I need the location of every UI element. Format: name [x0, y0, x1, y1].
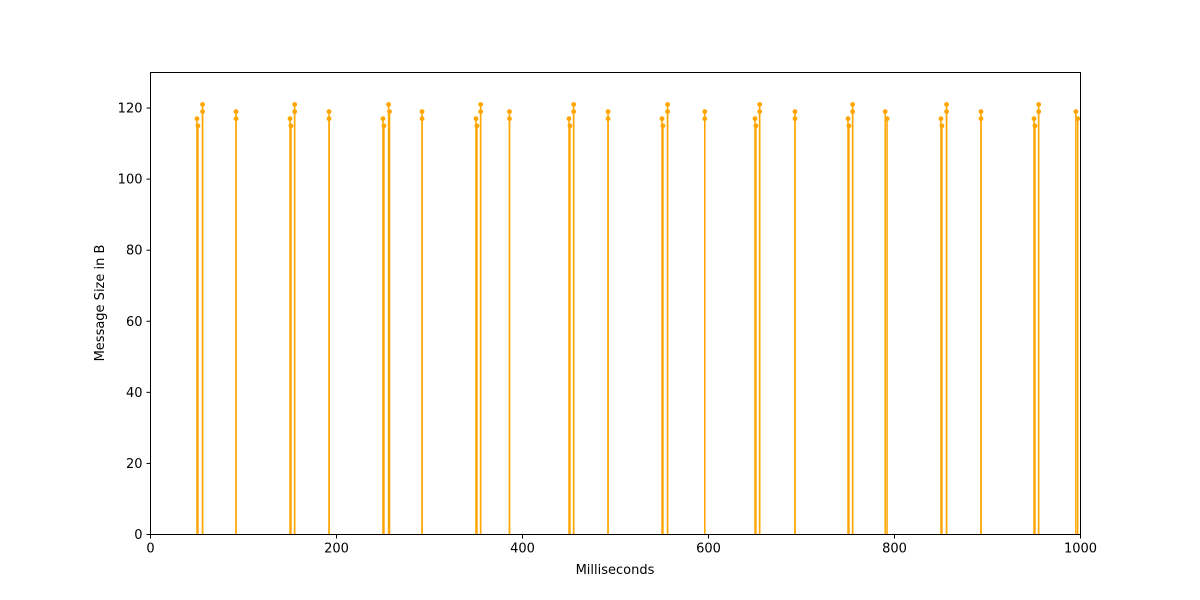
- stem-marker: [292, 109, 298, 114]
- stem-marker: [419, 116, 425, 122]
- y-tick-label: 60: [126, 315, 143, 330]
- stem-marker: [233, 109, 239, 114]
- x-tick-label: 800: [882, 542, 907, 557]
- stem-marker: [792, 116, 798, 122]
- stem-marker: [753, 123, 759, 129]
- stem-marker: [792, 109, 798, 114]
- stem-marker: [571, 109, 577, 114]
- stem-marker: [978, 109, 984, 114]
- stem-marker: [702, 109, 708, 114]
- stem-marker: [660, 123, 666, 129]
- stem-marker: [752, 116, 758, 122]
- y-tick-label: 120: [118, 102, 143, 117]
- stem-marker: [507, 109, 512, 114]
- plot-frame: [150, 72, 1081, 535]
- stem-marker: [939, 123, 945, 129]
- stem-marker: [478, 102, 484, 107]
- stem-marker: [386, 102, 391, 107]
- stem-marker: [233, 116, 239, 122]
- x-tick-label: 600: [696, 542, 721, 557]
- stem-marker: [882, 109, 888, 114]
- y-tick-label: 0: [134, 528, 142, 543]
- x-axis-label: Milliseconds: [576, 563, 655, 578]
- y-tick-label: 80: [126, 244, 143, 259]
- stem-marker: [566, 116, 572, 122]
- stem-marker: [846, 123, 852, 129]
- stem-marker: [326, 116, 332, 122]
- stem-marker: [381, 123, 387, 129]
- stem-marker: [702, 116, 708, 122]
- stem-marker: [850, 102, 856, 107]
- stem-marker: [200, 102, 205, 107]
- y-axis-ticks: 0 20 40 60 80 100 120: [118, 102, 151, 543]
- stem-marker: [978, 116, 984, 122]
- stem-marker: [665, 102, 670, 107]
- stem-marker: [884, 116, 890, 122]
- stem-marker: [200, 109, 205, 114]
- x-tick-label: 0: [146, 542, 154, 557]
- stem-marker: [380, 116, 386, 122]
- stem-marker: [938, 116, 944, 122]
- stem-marker: [1073, 109, 1079, 114]
- stem-marker: [850, 109, 856, 114]
- x-axis-ticks: 0 200 400 600 800 1000: [146, 534, 1097, 557]
- stem-marker: [1075, 116, 1081, 122]
- stem-marker: [194, 116, 200, 122]
- stem-series: [194, 102, 1081, 535]
- stem-marker: [944, 109, 949, 114]
- stem-marker: [567, 123, 573, 129]
- stem-marker: [507, 116, 512, 122]
- stem-marker: [757, 102, 763, 107]
- stem-marker: [571, 102, 577, 107]
- x-tick-label: 200: [324, 542, 349, 557]
- x-tick-label: 400: [510, 542, 535, 557]
- stem-marker: [1032, 123, 1038, 129]
- stem-marker: [287, 116, 293, 122]
- stem-marker: [1031, 116, 1037, 122]
- stem-marker: [195, 123, 201, 129]
- stem-marker: [292, 102, 298, 107]
- stem-marker: [605, 116, 611, 122]
- stem-marker: [387, 109, 392, 114]
- stem-marker: [845, 116, 851, 122]
- stem-marker: [473, 116, 479, 122]
- stem-marker: [944, 102, 949, 107]
- stem-marker: [757, 109, 763, 114]
- stem-marker: [419, 109, 425, 114]
- stem-marker: [665, 109, 670, 114]
- stem-marker: [659, 116, 665, 122]
- y-axis-label: Message Size in B: [93, 245, 108, 362]
- stem-marker: [1036, 102, 1042, 107]
- stem-marker: [1036, 109, 1042, 114]
- x-tick-label: 1000: [1064, 542, 1097, 557]
- stem-marker: [605, 109, 611, 114]
- stem-marker: [478, 109, 484, 114]
- y-tick-label: 100: [118, 173, 143, 188]
- stem-marker: [326, 109, 332, 114]
- stem-marker: [288, 123, 294, 129]
- stem-marker: [474, 123, 480, 129]
- y-tick-label: 20: [126, 457, 143, 472]
- y-tick-label: 40: [126, 386, 143, 401]
